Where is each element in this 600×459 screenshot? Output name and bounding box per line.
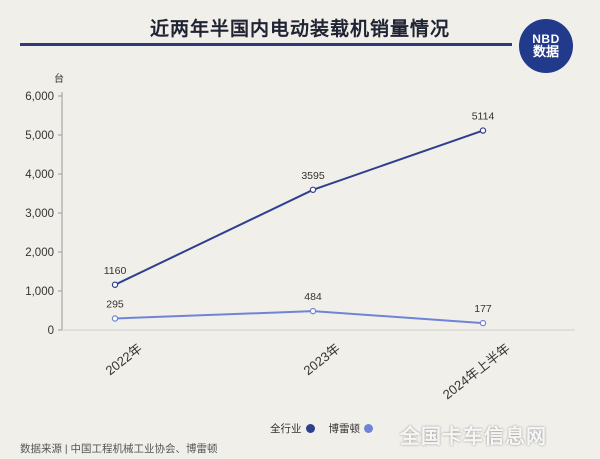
data-point: [111, 281, 119, 288]
data-label: 3595: [301, 170, 325, 182]
logo-line-2: 数据: [532, 44, 559, 60]
data-point: [111, 315, 119, 322]
y-tick-label: 3,000: [25, 208, 54, 220]
data-label: 484: [304, 291, 322, 303]
y-tick-label: 6,000: [25, 91, 54, 103]
data-label: 177: [474, 303, 492, 315]
data-source: 数据来源 | 中国工程机械工业协会、博雷顿: [20, 443, 218, 455]
y-tick-label: 2,000: [25, 247, 54, 259]
legend-dot-all-industry: [305, 424, 315, 433]
series-line: [114, 129, 484, 286]
legend-label-boreton: 博雷顿: [328, 423, 361, 435]
legend-label-all-industry: 全行业: [270, 423, 302, 435]
legend: 全行业 博雷顿: [270, 421, 381, 436]
y-axis-unit: 台: [54, 74, 64, 85]
line-chart: 0 1,000 2,000 3,000 4,000 5,000 6,000 2022年 2023…: [25, 91, 575, 403]
series-line: [114, 310, 484, 325]
data-label: 1160: [104, 265, 127, 277]
watermark: 全国卡车信息网: [400, 426, 547, 448]
title-underline: [20, 43, 512, 46]
x-tick-label: 2023年: [301, 341, 343, 379]
data-label: 295: [106, 298, 124, 310]
logo-line-1: NBD: [532, 31, 560, 46]
data-point: [479, 127, 487, 134]
y-tick-label: 4,000: [25, 169, 54, 181]
x-tick-label: 2024年上半年: [440, 341, 513, 403]
legend-dot-boreton: [364, 424, 373, 433]
legend-item-boreton: 博雷顿: [328, 421, 373, 436]
nbd-logo: NBD 数据: [519, 19, 573, 73]
data-point: [309, 186, 317, 193]
data-label: 5114: [472, 111, 495, 123]
y-tick-label: 1,000: [25, 286, 54, 298]
data-point: [309, 307, 317, 315]
data-point: [479, 319, 487, 327]
x-tick-label: 2022年: [103, 341, 145, 379]
chart-title: 近两年半国内电动装载机销量情况: [149, 19, 450, 40]
legend-item-all-industry: 全行业: [270, 421, 315, 436]
y-tick-label: 0: [48, 325, 54, 337]
y-tick-label: 5,000: [25, 130, 54, 142]
